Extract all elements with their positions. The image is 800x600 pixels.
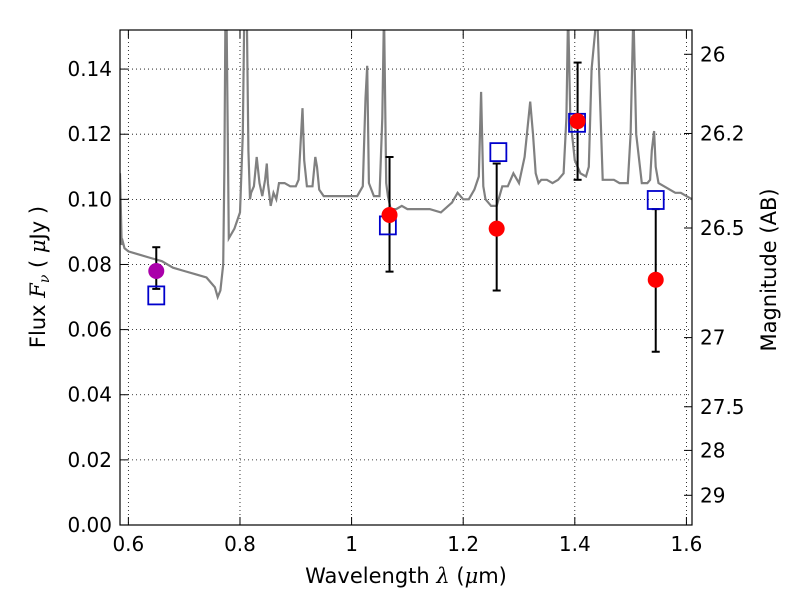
y-tick-label: 0.00 [67, 513, 112, 537]
x-tick-label: 0.8 [224, 532, 256, 556]
y-tick-label: 0.12 [67, 122, 112, 146]
model-square [646, 190, 665, 210]
right-tick-label: 26.5 [700, 216, 745, 240]
y-axis-label: Flux Fν ( μJy ) [26, 206, 53, 348]
template-spectrum-line [120, 30, 692, 301]
observed-point [488, 220, 505, 237]
right-tick-label: 28 [700, 438, 725, 462]
right-tick-label: 27.5 [700, 395, 745, 419]
x-tick-label: 1.4 [559, 532, 591, 556]
right-tick-label: 26.2 [700, 121, 745, 145]
x-tick-label: 1.2 [447, 532, 479, 556]
right-axis-label: Magnitude (AB) [757, 188, 781, 351]
tick-labels: 0.6 0.8 1 1.2 1.4 1.6 0.00 0.02 0.04 0.06 0.08 0.10… [67, 42, 744, 556]
x-tick-label: 0.6 [112, 532, 144, 556]
y-tick-label: 0.10 [67, 187, 112, 211]
right-tick-label: 26 [700, 42, 725, 66]
observed-point [569, 113, 586, 130]
observed-photometry-points [148, 113, 664, 288]
y-tick-label: 0.06 [67, 318, 112, 342]
x-tick-label: 1.6 [671, 532, 703, 556]
x-tick-label: 1 [345, 532, 358, 556]
y-tick-label: 0.02 [67, 448, 112, 472]
plot-frame [119, 29, 693, 526]
model-square [147, 285, 166, 306]
right-tick-label: 29 [700, 483, 725, 507]
y-tick-label: 0.14 [67, 57, 112, 81]
axis-ticks [120, 30, 692, 526]
x-axis-label: Wavelength λ (μm) [305, 564, 507, 588]
observed-point [381, 206, 398, 223]
plot-area [120, 30, 692, 353]
right-tick-label: 27 [700, 326, 725, 350]
observed-point [647, 271, 664, 288]
model-square [489, 142, 508, 163]
observed-point [148, 262, 165, 279]
y-tick-label: 0.08 [67, 252, 112, 276]
y-tick-label: 0.04 [67, 383, 112, 407]
